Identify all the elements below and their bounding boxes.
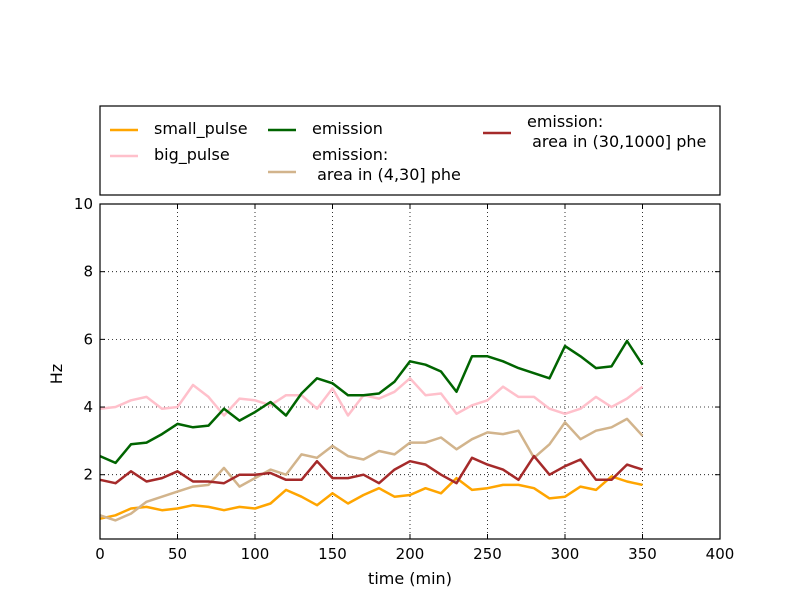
legend-label-line: big_pulse bbox=[154, 145, 230, 165]
x-tick-label: 350 bbox=[628, 545, 657, 563]
x-tick-label: 50 bbox=[168, 545, 187, 563]
legend-label-line: emission: bbox=[527, 112, 603, 131]
x-tick-label: 250 bbox=[473, 545, 502, 563]
y-axis-title: Hz bbox=[47, 364, 66, 384]
legend-label-line: area in (30,1000] phe bbox=[527, 132, 706, 151]
legend-label: small_pulse bbox=[154, 119, 248, 139]
legend: small_pulse big_pulse emission emission: ar… bbox=[99, 105, 721, 196]
x-tick-label: 100 bbox=[241, 545, 270, 563]
x-tick-label: 300 bbox=[551, 545, 580, 563]
y-tick-label: 10 bbox=[74, 195, 93, 213]
y-tick-label: 6 bbox=[83, 330, 93, 348]
x-tick-label: 0 bbox=[95, 545, 105, 563]
series-line bbox=[99, 377, 644, 417]
legend-label-line: emission bbox=[312, 119, 383, 138]
legend-label-line: emission: bbox=[312, 145, 388, 164]
legend-label-line: area in (4,30] phe bbox=[312, 165, 461, 184]
series-line bbox=[99, 475, 643, 520]
legend-frame bbox=[99, 105, 721, 196]
legend-label: big_pulse bbox=[154, 145, 230, 165]
series-lines bbox=[99, 339, 644, 522]
series-line bbox=[99, 417, 644, 522]
series-line bbox=[99, 454, 643, 485]
x-tick-label: 400 bbox=[706, 545, 735, 563]
legend-label: emission bbox=[312, 119, 383, 138]
y-tick-label: 2 bbox=[83, 466, 93, 484]
x-axis-title: time (min) bbox=[368, 569, 452, 588]
y-tick-label: 8 bbox=[83, 263, 93, 281]
series-line bbox=[99, 339, 644, 465]
legend-label-line: small_pulse bbox=[154, 119, 248, 139]
x-tick-label: 150 bbox=[318, 545, 347, 563]
x-tick-label: 200 bbox=[396, 545, 425, 563]
legend-label: emission: area in (4,30] phe bbox=[312, 145, 461, 184]
y-tick-label: 4 bbox=[83, 398, 93, 416]
legend-label: emission: area in (30,1000] phe bbox=[527, 112, 706, 151]
axis-ticks: 0 50 100 150 200 250 300 350 400 2 4 6 8 10 bbox=[74, 195, 734, 563]
